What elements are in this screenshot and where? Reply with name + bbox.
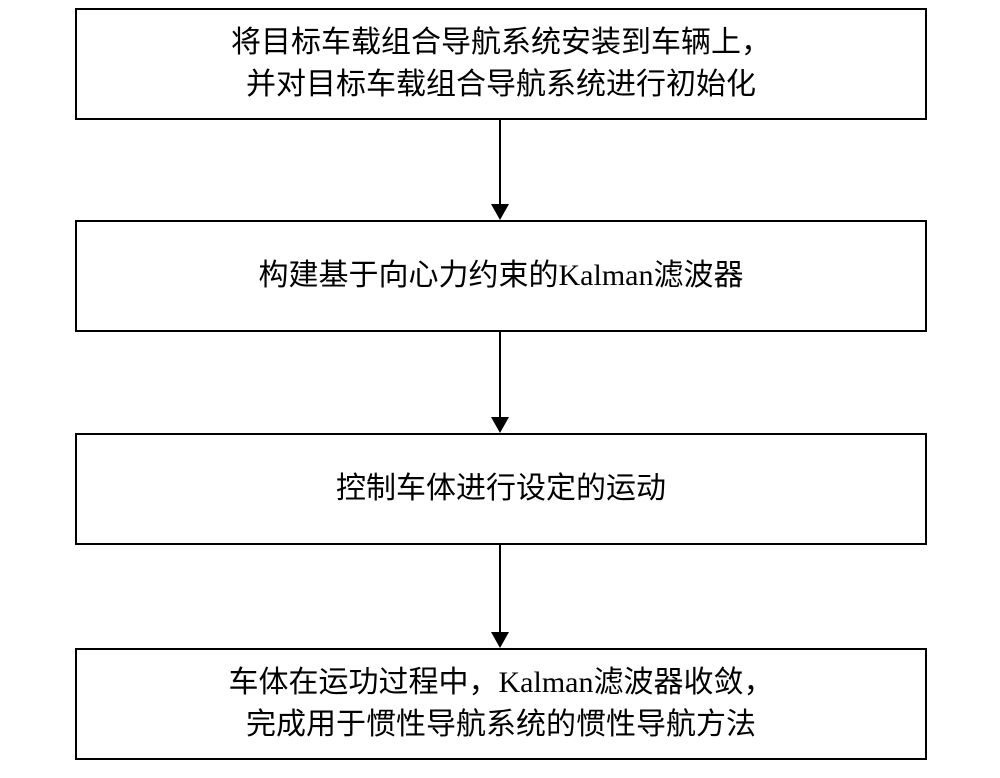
node-1-line-1: 将目标车载组合导航系统安装到车辆上， [231,22,771,64]
flowchart-node-2: 构建基于向心力约束的Kalman滤波器 [75,220,927,332]
flowchart-canvas: 将目标车载组合导航系统安装到车辆上， 并对目标车载组合导航系统进行初始化 构建基… [0,0,1000,778]
arrow-2-head [491,417,509,433]
arrow-3-shaft [499,545,501,632]
node-1-line-2: 并对目标车载组合导航系统进行初始化 [246,64,756,106]
arrow-1-shaft [499,120,501,204]
node-4-line-2: 完成用于惯性导航系统的惯性导航方法 [246,704,756,746]
flowchart-node-4: 车体在运功过程中，Kalman滤波器收敛， 完成用于惯性导航系统的惯性导航方法 [75,648,927,760]
flowchart-node-3: 控制车体进行设定的运动 [75,433,927,545]
node-2-line-1: 构建基于向心力约束的Kalman滤波器 [259,255,744,297]
arrow-2-shaft [499,332,501,417]
arrow-1-head [491,204,509,220]
node-4-line-1: 车体在运功过程中，Kalman滤波器收敛， [229,662,774,704]
node-3-line-1: 控制车体进行设定的运动 [336,468,666,510]
flowchart-node-1: 将目标车载组合导航系统安装到车辆上， 并对目标车载组合导航系统进行初始化 [75,8,927,120]
arrow-3-head [491,632,509,648]
